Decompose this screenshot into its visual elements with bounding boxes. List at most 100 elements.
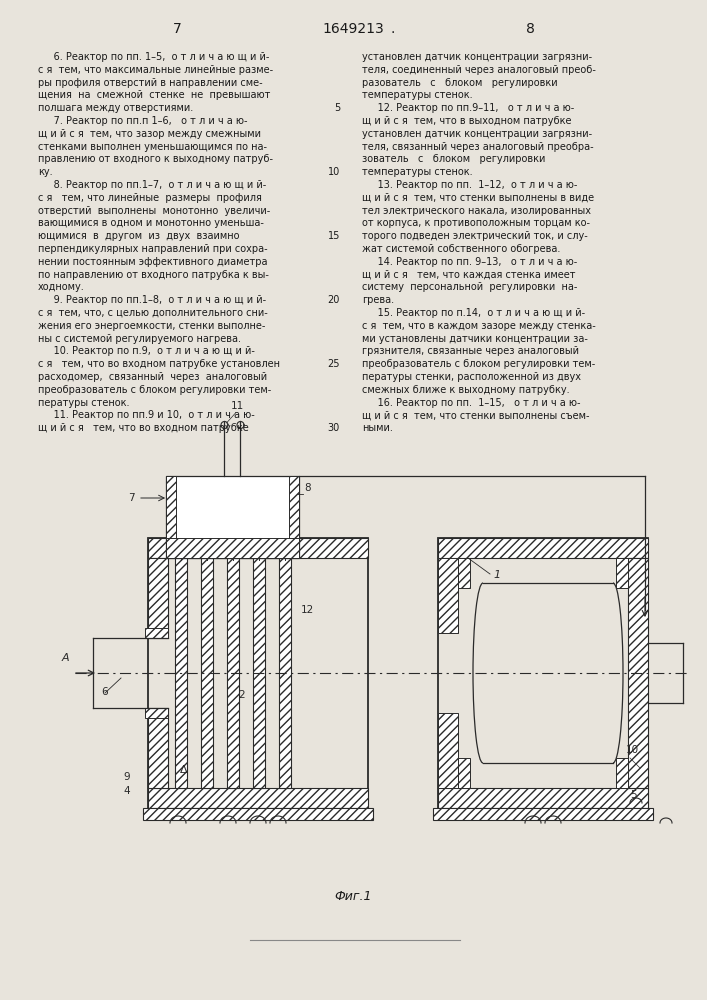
Text: щ и й с я   тем, что каждая стенка имеет: щ и й с я тем, что каждая стенка имеет [362, 270, 575, 280]
Text: 1: 1 [493, 570, 500, 580]
Text: 7: 7 [128, 493, 134, 503]
Text: пературы стенок.: пературы стенок. [38, 398, 129, 408]
Text: с я  тем, что максимальные линейные разме-: с я тем, что максимальные линейные разме… [38, 65, 273, 75]
Text: Δ: Δ [180, 765, 187, 775]
Polygon shape [616, 758, 628, 788]
Polygon shape [438, 538, 648, 558]
Text: 25: 25 [327, 359, 340, 369]
Text: щ и й с я  тем, что стенки выполнены съем-: щ и й с я тем, что стенки выполнены съем… [362, 410, 590, 420]
Text: А: А [62, 653, 69, 663]
Text: 4: 4 [123, 786, 129, 796]
Polygon shape [175, 558, 187, 788]
Text: 8: 8 [304, 483, 310, 493]
Polygon shape [438, 713, 458, 788]
Text: ющимися  в  другом  из  двух  взаимно: ющимися в другом из двух взаимно [38, 231, 240, 241]
Text: грева.: грева. [362, 295, 394, 305]
Text: 5: 5 [334, 103, 340, 113]
Text: установлен датчик концентрации загрязни-: установлен датчик концентрации загрязни- [362, 129, 592, 139]
Polygon shape [438, 558, 458, 633]
Text: температуры стенок.: температуры стенок. [362, 167, 472, 177]
Polygon shape [148, 538, 368, 558]
Text: щ и й с я   тем, что во входном патрубке: щ и й с я тем, что во входном патрубке [38, 423, 249, 433]
Text: ными.: ными. [362, 423, 393, 433]
Text: .: . [391, 22, 395, 36]
Text: ходному.: ходному. [38, 282, 85, 292]
Text: полшага между отверстиями.: полшага между отверстиями. [38, 103, 193, 113]
Text: 10: 10 [328, 167, 340, 177]
Text: ры профиля отверстий в направлении сме-: ры профиля отверстий в направлении сме- [38, 78, 262, 88]
Text: щ и й с я  тем, что стенки выполнены в виде: щ и й с я тем, что стенки выполнены в ви… [362, 193, 594, 203]
Text: 11. Реактор по пп.9 и 10,  о т л и ч а ю-: 11. Реактор по пп.9 и 10, о т л и ч а ю- [38, 410, 255, 420]
Text: 8. Реактор по пп.1–7,  о т л и ч а ю щ и й-: 8. Реактор по пп.1–7, о т л и ч а ю щ и … [38, 180, 267, 190]
Polygon shape [253, 558, 265, 788]
Polygon shape [438, 788, 648, 808]
Text: жения его энергоемкости, стенки выполне-: жения его энергоемкости, стенки выполне- [38, 321, 265, 331]
Polygon shape [166, 476, 299, 558]
Polygon shape [166, 476, 176, 558]
Text: температуры стенок.: температуры стенок. [362, 90, 472, 100]
Text: 10. Реактор по п.9,  о т л и ч а ю щ и й-: 10. Реактор по п.9, о т л и ч а ю щ и й- [38, 346, 255, 356]
Text: жат системой собственного обогрева.: жат системой собственного обогрева. [362, 244, 561, 254]
Text: с я  тем, что, с целью дополнительного сни-: с я тем, что, с целью дополнительного сн… [38, 308, 268, 318]
Text: торого подведен электрический ток, и слу-: торого подведен электрический ток, и слу… [362, 231, 588, 241]
Text: с я   тем, что линейные  размеры  профиля: с я тем, что линейные размеры профиля [38, 193, 262, 203]
Text: с я  тем, что в каждом зазоре между стенка-: с я тем, что в каждом зазоре между стенк… [362, 321, 596, 331]
Text: 7: 7 [173, 22, 182, 36]
Text: 20: 20 [327, 295, 340, 305]
Polygon shape [148, 558, 168, 638]
Text: 2: 2 [238, 690, 245, 700]
Text: ми установлены датчики концентрации за-: ми установлены датчики концентрации за- [362, 334, 588, 344]
Text: 12: 12 [301, 605, 314, 615]
Polygon shape [145, 628, 168, 638]
Text: 6: 6 [101, 687, 107, 697]
Text: преобразователь с блоком регулировки тем-: преобразователь с блоком регулировки тем… [38, 385, 271, 395]
Polygon shape [201, 558, 213, 788]
Text: щ и й с я  тем, что зазор между смежными: щ и й с я тем, что зазор между смежными [38, 129, 261, 139]
Text: систему  персональной  регулировки  на-: систему персональной регулировки на- [362, 282, 578, 292]
Text: 10: 10 [626, 745, 639, 755]
Text: 6. Реактор по пп. 1–5,  о т л и ч а ю щ и й-: 6. Реактор по пп. 1–5, о т л и ч а ю щ и… [38, 52, 269, 62]
Polygon shape [289, 476, 299, 558]
Text: 15: 15 [327, 231, 340, 241]
Polygon shape [166, 538, 299, 558]
Text: теля, соединенный через аналоговый преоб-: теля, соединенный через аналоговый преоб… [362, 65, 596, 75]
Text: 15. Реактор по п.14,  о т л и ч а ю щ и й-: 15. Реактор по п.14, о т л и ч а ю щ и й… [362, 308, 585, 318]
Text: щения  на  смежной  стенке  не  превышают: щения на смежной стенке не превышают [38, 90, 270, 100]
Text: 14. Реактор по пп. 9–13,   о т л и ч а ю-: 14. Реактор по пп. 9–13, о т л и ч а ю- [362, 257, 577, 267]
Text: ку.: ку. [38, 167, 52, 177]
Text: стенками выполнен уменьшающимся по на-: стенками выполнен уменьшающимся по на- [38, 142, 267, 152]
Text: ны с системой регулируемого нагрева.: ны с системой регулируемого нагрева. [38, 334, 241, 344]
Text: по направлению от входного патрубка к вы-: по направлению от входного патрубка к вы… [38, 270, 269, 280]
Text: установлен датчик концентрации загрязни-: установлен датчик концентрации загрязни- [362, 52, 592, 62]
Text: 12. Реактор по пп.9–11,   о т л и ч а ю-: 12. Реактор по пп.9–11, о т л и ч а ю- [362, 103, 574, 113]
Text: зователь   с   блоком   регулировки: зователь с блоком регулировки [362, 154, 545, 164]
Polygon shape [433, 808, 653, 820]
Text: 8: 8 [525, 22, 534, 36]
Text: 13. Реактор по пп.  1–12,  о т л и ч а ю-: 13. Реактор по пп. 1–12, о т л и ч а ю- [362, 180, 578, 190]
Polygon shape [458, 758, 470, 788]
Text: преобразователь с блоком регулировки тем-: преобразователь с блоком регулировки тем… [362, 359, 595, 369]
Text: 30: 30 [328, 423, 340, 433]
Polygon shape [227, 558, 239, 788]
Text: разователь   с   блоком   регулировки: разователь с блоком регулировки [362, 78, 558, 88]
Polygon shape [458, 558, 470, 588]
Text: пературы стенки, расположенной из двух: пературы стенки, расположенной из двух [362, 372, 581, 382]
Text: 16. Реактор по пп.  1–15,   о т л и ч а ю-: 16. Реактор по пп. 1–15, о т л и ч а ю- [362, 398, 580, 408]
Text: смежных ближе к выходному патрубку.: смежных ближе к выходному патрубку. [362, 385, 570, 395]
Text: 9. Реактор по пп.1–8,  о т л и ч а ю щ и й-: 9. Реактор по пп.1–8, о т л и ч а ю щ и … [38, 295, 266, 305]
Text: 5: 5 [630, 790, 636, 800]
Text: вающимися в одном и монотонно уменьша-: вающимися в одном и монотонно уменьша- [38, 218, 264, 228]
Polygon shape [143, 808, 373, 820]
Text: 7. Реактор по пп.п 1–6,   о т л и ч а ю-: 7. Реактор по пп.п 1–6, о т л и ч а ю- [38, 116, 247, 126]
Text: отверстий  выполнены  монотонно  увеличи-: отверстий выполнены монотонно увеличи- [38, 206, 270, 216]
Polygon shape [279, 558, 291, 788]
Text: Фиг.1: Фиг.1 [334, 890, 372, 903]
Text: 11: 11 [231, 401, 244, 411]
Text: расходомер,  связанный  через  аналоговый: расходомер, связанный через аналоговый [38, 372, 267, 382]
Polygon shape [145, 708, 168, 718]
Text: перпендикулярных направлений при сохра-: перпендикулярных направлений при сохра- [38, 244, 268, 254]
Polygon shape [628, 558, 648, 788]
Polygon shape [148, 708, 168, 788]
Text: щ и й с я  тем, что в выходном патрубке: щ и й с я тем, что в выходном патрубке [362, 116, 571, 126]
Text: правлению от входного к выходному патруб-: правлению от входного к выходному патруб… [38, 154, 273, 164]
